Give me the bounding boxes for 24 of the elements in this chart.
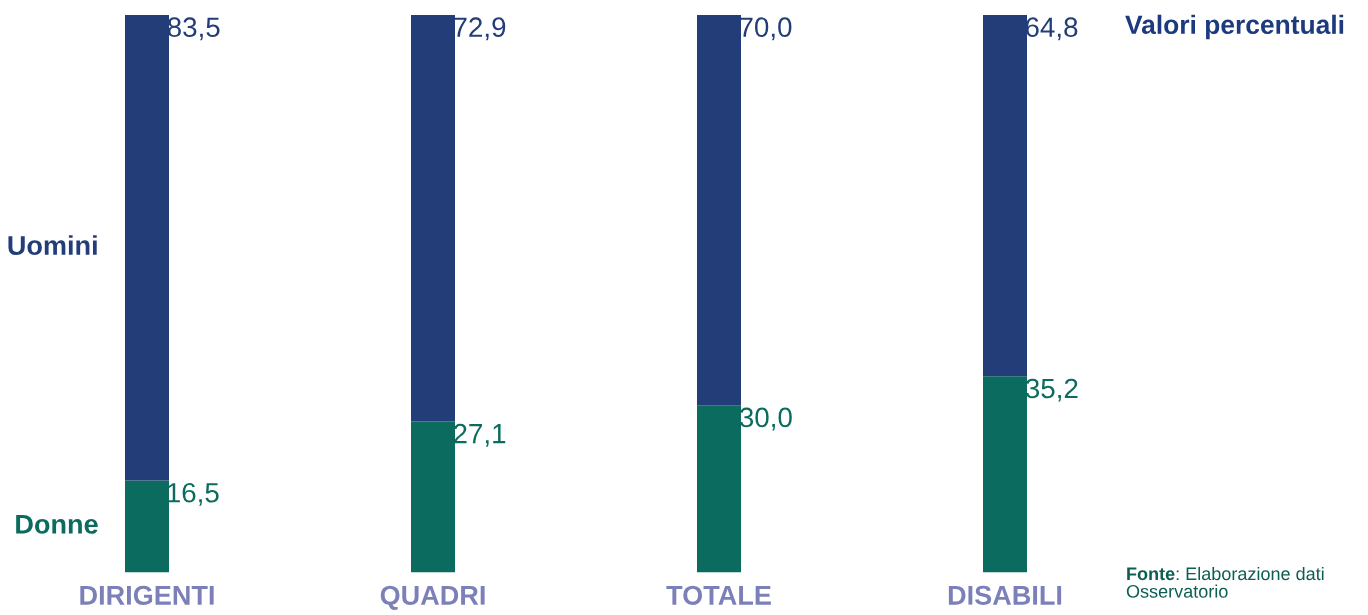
bar: [697, 405, 741, 573]
annotation: Fonte: Elaborazione dati Osservatorio: [1126, 566, 1324, 598]
data-label: 64,8: [1025, 17, 1078, 41]
x-tick-label: QUADRI: [380, 585, 485, 610]
data-label: 16,5: [167, 482, 219, 506]
bar: [697, 15, 741, 406]
data-label: 35,2: [1025, 378, 1078, 402]
x-tick-label: TOTALE: [666, 585, 771, 605]
bar: [125, 480, 169, 573]
data-label: 83,5: [167, 17, 220, 41]
series-label: Donne: [16, 514, 98, 534]
bar: [411, 15, 455, 422]
x-tick-label: DIRIGENTI: [80, 585, 214, 605]
bar: [411, 421, 455, 573]
data-label: 30,0: [739, 407, 792, 431]
bar: [983, 15, 1027, 377]
text: Valori percentuali: [1125, 14, 1344, 40]
data-label: 70,0: [739, 17, 792, 41]
data-label: 72,9: [453, 17, 506, 41]
bar: [983, 376, 1027, 573]
bar: [125, 15, 169, 481]
series-label: Uomini: [8, 235, 97, 256]
x-tick-label: DISABILI: [948, 585, 1062, 605]
data-label: 27,1: [453, 423, 506, 447]
